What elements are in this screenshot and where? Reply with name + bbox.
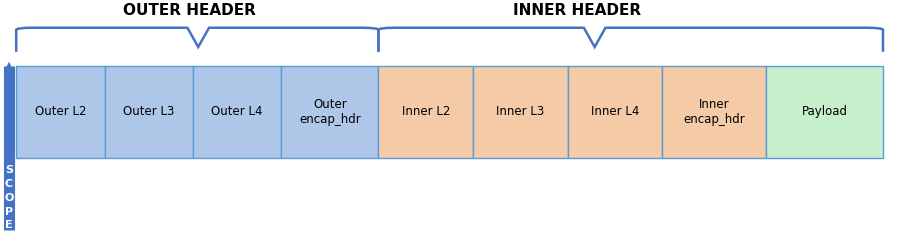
Text: C: C (5, 179, 14, 189)
Bar (473, 66, 568, 157)
Bar (281, 66, 378, 157)
Text: Inner L3: Inner L3 (496, 105, 544, 118)
Text: Outer
encap_hdr: Outer encap_hdr (299, 98, 360, 126)
Text: Inner L4: Inner L4 (591, 105, 639, 118)
Bar (568, 66, 662, 157)
Text: Outer L3: Outer L3 (123, 105, 175, 118)
Bar (16, 66, 105, 157)
Text: Inner
encap_hdr: Inner encap_hdr (683, 98, 745, 126)
Bar (105, 66, 193, 157)
Text: E: E (5, 220, 13, 230)
Text: INNER HEADER: INNER HEADER (513, 3, 641, 18)
Text: O: O (5, 193, 14, 203)
Text: S: S (5, 165, 13, 175)
Text: OUTER HEADER: OUTER HEADER (123, 3, 256, 18)
Bar (193, 66, 281, 157)
Text: Outer L4: Outer L4 (211, 105, 263, 118)
Text: Outer L2: Outer L2 (34, 105, 86, 118)
Text: Inner L2: Inner L2 (402, 105, 450, 118)
Text: Payload: Payload (801, 105, 848, 118)
Text: P: P (5, 206, 14, 216)
Bar (766, 66, 883, 157)
Bar (378, 66, 473, 157)
Bar (662, 66, 766, 157)
